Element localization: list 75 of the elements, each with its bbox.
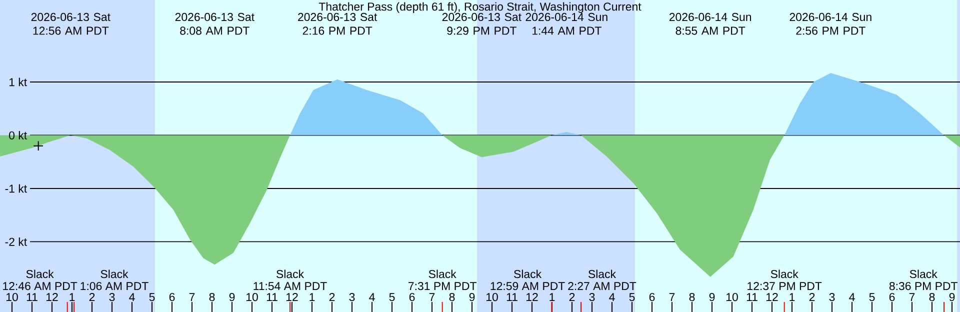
x-tick-label: 5: [389, 293, 395, 302]
x-tick-label: 8: [929, 292, 935, 302]
x-tick-label: 11: [26, 293, 38, 301]
x-tick-label: 6: [649, 292, 655, 302]
x-tick-label: 6: [889, 292, 895, 302]
annotation: 12:59 AM PDT: [490, 282, 565, 290]
x-tick-label: 9: [949, 292, 955, 302]
annotation: Slack: [588, 270, 616, 278]
x2-tick-label: 2026-06-14 Sun 2:56 PM PDT: [790, 12, 872, 35]
x-tick-label: 8: [209, 292, 215, 302]
x2-tick-label: 2026-06-13 Sat 8:08 AM PDT: [175, 12, 254, 35]
annotation: Slack: [514, 270, 542, 278]
annotation: 11:54 AM PDT: [254, 282, 327, 290]
annotation: 8:36 PM PDT: [889, 282, 958, 290]
x-tick-label: 5: [149, 293, 155, 302]
x-tick-label: 4: [369, 293, 375, 301]
annotation: 2:27 AM PDT: [568, 282, 636, 290]
annotation: Slack: [428, 270, 456, 278]
annotation: Slack: [26, 270, 54, 278]
x-tick-label: 8: [449, 292, 455, 302]
x-tick-label: 10: [726, 292, 738, 302]
x2-tick-label: 2026-06-13 Sat 2:16 PM PDT: [298, 12, 378, 35]
x2-tick-label: 2026-06-14 Sun 1:44 AM PDT: [526, 12, 608, 35]
x-tick-label: 10: [486, 292, 498, 302]
annotation: 7:31 PM PDT: [408, 282, 476, 290]
x-tick-label: 1: [70, 293, 75, 301]
x-tick-label: 1: [550, 293, 555, 301]
chart-title: Thatcher Pass (depth 61 ft), Rosario Strait, Washington Current: [318, 2, 642, 13]
x-tick-label: 8: [689, 292, 695, 302]
x-tick-label: 5: [629, 293, 635, 302]
x-tick-label: 4: [609, 293, 615, 301]
x-tick-label: 7: [669, 293, 675, 301]
x-tick-label: 3: [589, 292, 595, 302]
x-tick-label: 7: [189, 293, 195, 301]
annotation: 12:37 PM PDT: [748, 282, 822, 290]
annotation: Slack: [770, 270, 798, 278]
x-tick-label: 1: [790, 293, 795, 301]
x-tick-label: 2: [809, 292, 815, 301]
x-tick-label: 10: [6, 292, 18, 302]
y-tick-label: 1 kt: [9, 78, 27, 86]
x-tick-label: 7: [909, 293, 915, 301]
x-tick-label: 7: [429, 293, 435, 301]
x-tick-label: 12: [46, 292, 58, 301]
x-tick-label: 9: [469, 292, 475, 302]
x-tick-label: 6: [409, 292, 415, 302]
x-tick-label: 3: [349, 292, 355, 302]
x-tick-label: 11: [266, 293, 278, 301]
annotation: 1:06 AM PDT: [80, 282, 148, 290]
x-tick-label: 4: [129, 293, 135, 301]
x-tick-label: 10: [246, 292, 258, 302]
y-tick-label: -2 kt: [5, 238, 27, 246]
x2-tick-label: 2026-06-13 Sat 9:29 PM PDT: [442, 12, 522, 35]
x-tick-label: 4: [849, 293, 855, 301]
x-tick-label: 3: [829, 292, 835, 302]
annotation: Slack: [276, 270, 304, 278]
x-tick-label: 12: [526, 292, 538, 301]
x-tick-label: 5: [869, 293, 875, 302]
x-tick-label: 12: [286, 292, 298, 301]
y-tick-label: -1 kt: [5, 184, 27, 193]
x-tick-label: 6: [169, 292, 175, 302]
x-tick-label: 11: [746, 293, 758, 301]
x-tick-label: 2: [89, 292, 95, 301]
annotation: 12:46 AM PDT: [3, 282, 78, 290]
x-tick-label: 2: [329, 292, 335, 301]
x-tick-label: 11: [506, 293, 518, 301]
x-tick-label: 1: [310, 293, 315, 301]
x-tick-label: 3: [109, 292, 115, 302]
x2-tick-label: 2026-06-14 Sun 8:55 AM PDT: [669, 12, 752, 35]
x-tick-label: 9: [709, 292, 715, 302]
x-tick-label: 9: [229, 292, 235, 302]
x-tick-label: 2: [569, 292, 575, 301]
x-tick-label: 12: [766, 292, 778, 301]
annotation: Slack: [910, 270, 938, 278]
x2-tick-label: 2026-06-13 Sat 12:56 AM PDT: [31, 12, 110, 35]
annotation: Slack: [100, 270, 128, 278]
